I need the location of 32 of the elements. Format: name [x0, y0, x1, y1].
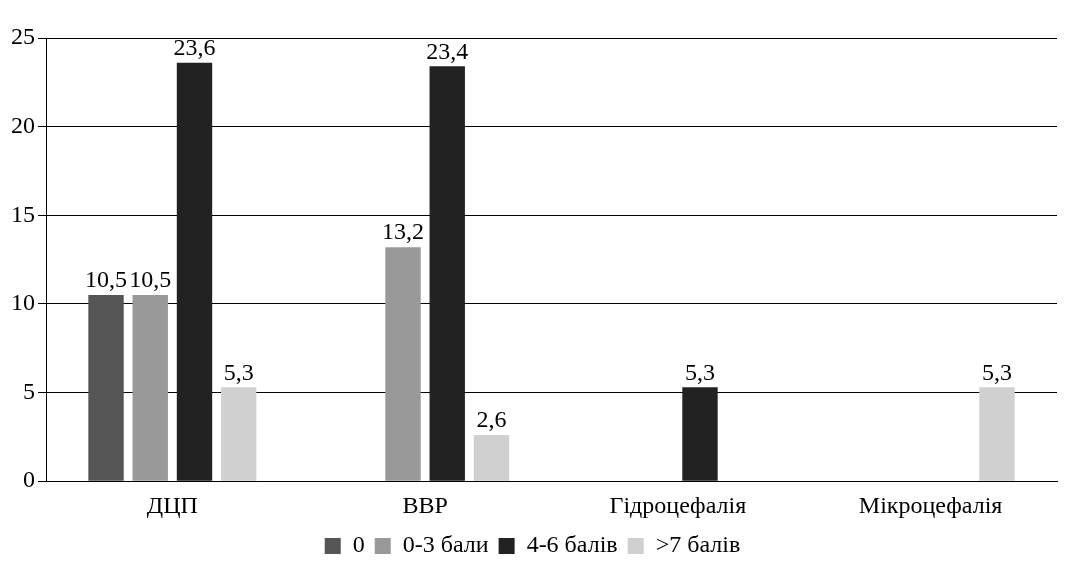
data-label: 23,6 [173, 34, 216, 61]
y-tick-label: 10 [11, 289, 35, 316]
y-tick-label: 15 [11, 200, 35, 227]
bar [473, 435, 510, 481]
data-label: 13,2 [382, 218, 425, 245]
bar [429, 66, 465, 481]
data-label: 23,4 [426, 37, 469, 64]
bar [385, 247, 421, 481]
data-label: 2,6 [476, 406, 507, 433]
y-tick-label: 5 [23, 377, 35, 404]
data-label: 5,3 [981, 358, 1012, 385]
data-label: 10,5 [85, 266, 128, 293]
bar [88, 295, 124, 481]
legend-label: 4-6 балів [526, 531, 618, 558]
bar [132, 295, 168, 481]
bar [221, 387, 257, 481]
legend-label: 0-3 бали [402, 531, 489, 558]
x-tick-label: ДЦП [146, 491, 198, 518]
bar [979, 387, 1015, 481]
bar [682, 387, 718, 481]
bar [176, 62, 213, 481]
data-label: 5,3 [223, 358, 254, 385]
data-label: 5,3 [684, 358, 715, 385]
data-label: 10,5 [129, 266, 172, 293]
y-tick-label: 0 [23, 466, 35, 493]
x-tick-label: Мікроцефалія [858, 491, 1003, 518]
y-tick-label: 20 [11, 111, 35, 138]
legend-label: 0 [352, 531, 365, 558]
x-tick-label: Гідроцефалія [609, 491, 747, 518]
x-tick-label: ВВР [402, 491, 448, 518]
y-tick-label: 25 [11, 23, 35, 50]
legend-label: >7 балів [655, 531, 741, 558]
